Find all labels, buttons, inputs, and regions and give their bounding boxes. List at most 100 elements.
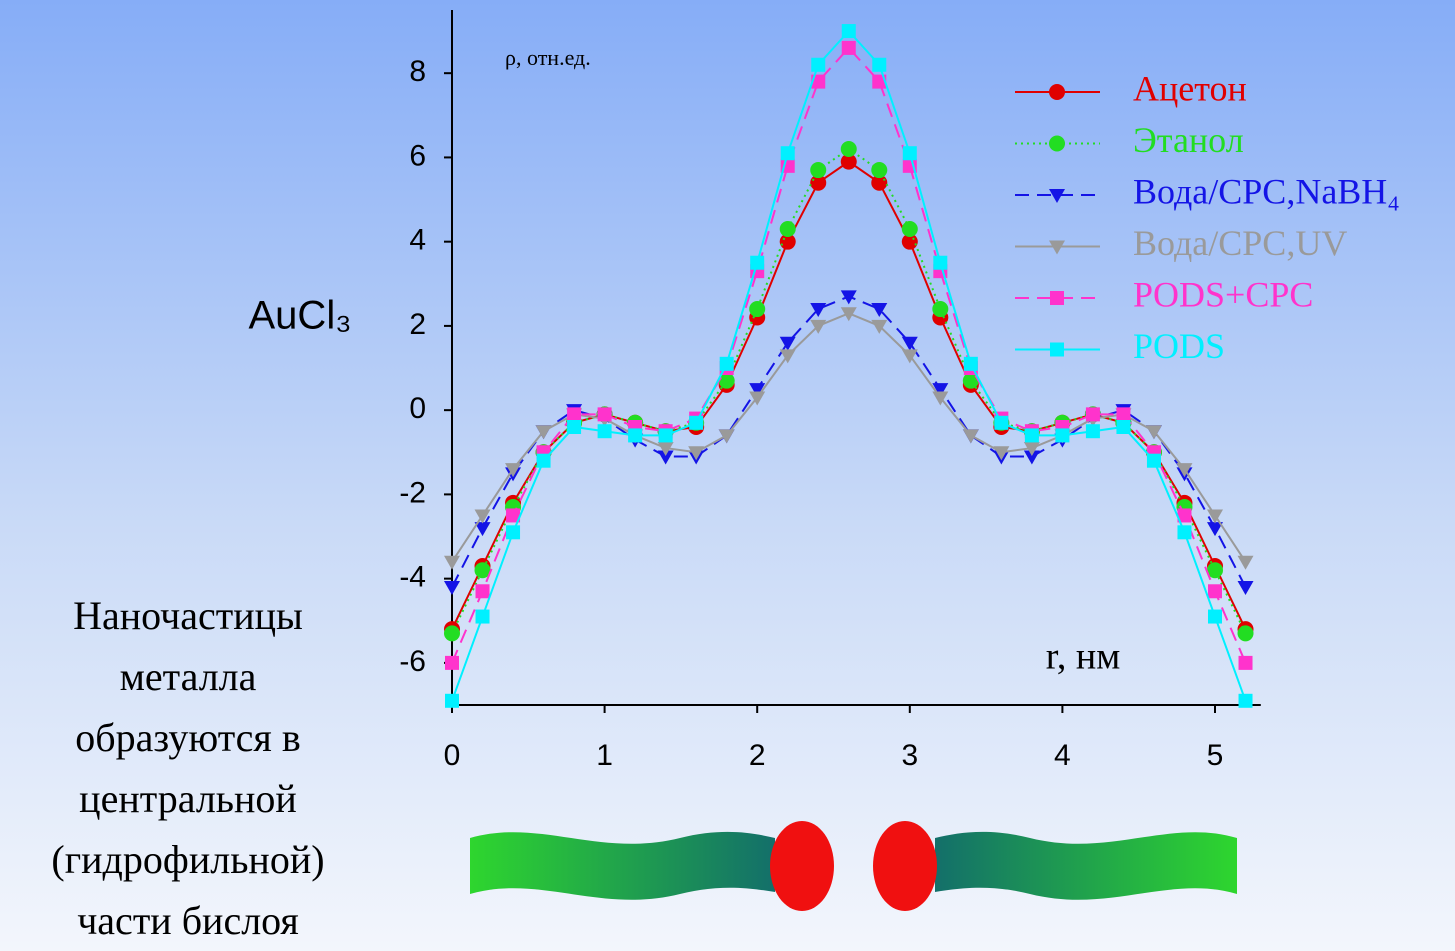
marker	[1024, 428, 1039, 443]
marker	[1146, 453, 1161, 468]
marker	[810, 303, 827, 318]
marker	[1207, 509, 1223, 524]
marker	[1237, 625, 1254, 642]
marker	[1023, 442, 1040, 457]
marker	[840, 141, 857, 157]
legend-label: PODS	[1133, 326, 1225, 366]
marker	[1085, 424, 1100, 439]
marker	[840, 290, 857, 305]
series	[444, 307, 1254, 570]
legend-entry: Вода/CPC,NaBH₄	[1015, 171, 1400, 211]
marker	[749, 383, 766, 398]
marker	[933, 255, 948, 270]
marker	[689, 415, 704, 430]
marker	[505, 463, 522, 478]
marker	[535, 425, 552, 440]
head-group	[770, 821, 834, 911]
x-axis-label: r, нм	[1046, 636, 1121, 678]
marker	[749, 391, 766, 406]
x-tick-label: 3	[901, 739, 918, 772]
y-tick-label: 0	[409, 392, 426, 425]
y-tick-label: 8	[409, 55, 426, 88]
marker	[811, 57, 826, 72]
marker	[932, 301, 949, 318]
marker	[1049, 240, 1065, 255]
marker	[474, 522, 491, 537]
marker	[597, 424, 612, 439]
marker	[811, 74, 826, 89]
marker	[718, 429, 735, 444]
marker	[1237, 581, 1254, 596]
marker	[901, 221, 918, 238]
marker	[657, 442, 674, 457]
marker	[1238, 655, 1253, 670]
marker	[1050, 291, 1064, 305]
x-tick-label: 5	[1207, 739, 1224, 772]
marker	[993, 446, 1010, 461]
marker	[1176, 463, 1193, 478]
marker	[841, 24, 856, 39]
marker	[444, 625, 460, 642]
marker	[872, 57, 887, 72]
marker	[1055, 428, 1070, 443]
marker	[872, 74, 887, 89]
marker	[779, 221, 796, 238]
marker	[840, 307, 857, 322]
marker	[994, 415, 1009, 430]
legend-entry: PODS	[1015, 326, 1225, 366]
marker	[506, 525, 521, 540]
marker	[628, 428, 643, 443]
y-tick-label: 6	[409, 139, 426, 172]
marker	[1116, 407, 1131, 422]
marker	[1145, 425, 1162, 440]
bilayer	[470, 821, 1237, 911]
marker	[719, 356, 734, 371]
marker	[475, 609, 490, 624]
legend-label: PODS+CPC	[1133, 274, 1313, 314]
marker	[810, 162, 827, 179]
marker	[1237, 555, 1254, 570]
marker	[1050, 342, 1064, 357]
caption-line: металла	[120, 654, 257, 699]
caption-line: (гидрофильной)	[51, 837, 324, 882]
marker	[871, 303, 888, 318]
marker	[1177, 525, 1192, 540]
marker	[1049, 135, 1065, 152]
x-tick-label: 4	[1054, 739, 1071, 772]
marker	[657, 450, 674, 465]
marker	[779, 233, 796, 250]
marker	[902, 146, 917, 161]
marker	[1023, 450, 1040, 465]
legend-entry: PODS+CPC	[1015, 274, 1313, 314]
marker	[840, 153, 857, 170]
marker	[567, 420, 582, 434]
legend-entry: Этанол	[1015, 120, 1244, 160]
caption-line: Наночастицы	[73, 593, 303, 638]
marker	[962, 372, 979, 389]
marker	[718, 372, 735, 389]
legend-label: Вода/CPC,UV	[1133, 223, 1347, 263]
y-tick-label: -6	[399, 645, 426, 678]
marker	[810, 174, 827, 191]
series-line	[451, 46, 1247, 664]
series	[445, 24, 1253, 708]
marker	[1207, 562, 1223, 579]
y-tick-label: -2	[399, 476, 426, 509]
marker	[1208, 609, 1222, 624]
marker	[445, 655, 459, 670]
caption-line: части бислоя	[77, 898, 299, 943]
marker	[445, 693, 459, 708]
y-axis-label: AuCl₃	[249, 294, 352, 338]
marker	[475, 584, 490, 599]
legend-entry: Ацетон	[1015, 68, 1247, 108]
legend-label: Вода/CPC,NaBH₄	[1133, 171, 1400, 211]
marker	[871, 319, 888, 334]
marker	[1207, 522, 1223, 537]
marker	[901, 336, 918, 351]
marker	[932, 391, 949, 406]
marker	[963, 356, 978, 371]
marker	[1085, 407, 1100, 422]
unit-annotation: ρ, отн.ед.	[505, 45, 591, 70]
